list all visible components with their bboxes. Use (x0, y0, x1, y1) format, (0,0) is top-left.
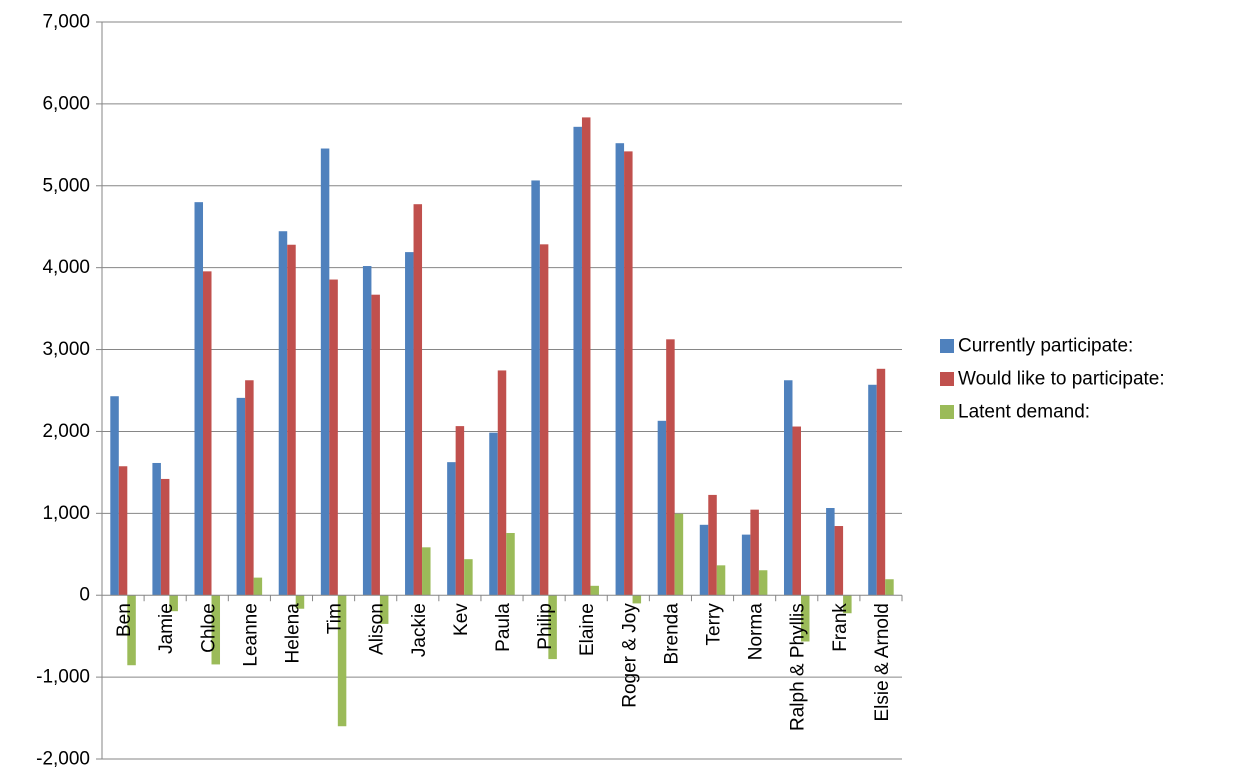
legend-label: Would like to participate: (958, 369, 1165, 390)
bar (632, 595, 642, 604)
bar (110, 396, 119, 596)
x-tick-label: Brenda (661, 603, 682, 665)
bar (548, 595, 557, 660)
bar (447, 462, 456, 596)
bar (160, 478, 170, 596)
x-tick-label: Philip (535, 603, 556, 649)
bar (169, 595, 178, 612)
bar (455, 426, 465, 596)
y-tick-label: -2,000 (36, 749, 90, 770)
bar (741, 534, 751, 596)
bar (362, 266, 372, 596)
x-tick-label: Terry (704, 603, 725, 646)
x-tick-label: Elsie & Arnold (872, 603, 893, 721)
x-tick-label: Alison (367, 603, 388, 655)
y-tick-label: -1,000 (36, 667, 90, 688)
bar (885, 579, 894, 596)
bar (295, 595, 305, 609)
bar (506, 532, 515, 596)
bar (337, 595, 347, 727)
y-tick-label: 2,000 (42, 421, 90, 442)
bar (152, 462, 161, 596)
legend-swatch (940, 372, 954, 386)
bar (758, 570, 768, 596)
bar (876, 368, 886, 596)
x-tick-label: Norma (746, 603, 767, 660)
y-tick-label: 4,000 (42, 257, 90, 278)
bar (405, 252, 414, 596)
legend-label: Latent demand: (958, 402, 1090, 423)
tick-labels: 7,000 6,000 5,000 4,000 3,000 2,000 1,000 0 -1,0… (36, 12, 893, 770)
bar (657, 420, 667, 596)
bar (497, 370, 507, 596)
legend-swatch (940, 405, 954, 419)
x-tick-label: Jackie (409, 603, 430, 657)
axes (96, 21, 903, 760)
bar (127, 595, 136, 666)
bar (666, 339, 675, 596)
bar (194, 202, 204, 596)
bar (792, 426, 801, 596)
x-tick-label: Ralph & Phyllis (788, 603, 809, 731)
x-tick-label: Jamie (156, 603, 177, 654)
y-tick-label: 3,000 (42, 339, 90, 360)
x-tick-label: Elaine (577, 603, 598, 656)
x-tick-label: Ben (114, 603, 135, 637)
bar (371, 294, 380, 596)
bar (422, 547, 431, 596)
bar (590, 585, 599, 596)
x-tick-label: Kev (451, 603, 472, 636)
x-tick-label: Roger & Joy (619, 603, 640, 708)
x-tick-label: Tim (325, 603, 346, 634)
bar (287, 244, 296, 596)
bar (489, 432, 498, 596)
bar (573, 126, 582, 596)
bar (236, 397, 246, 596)
bar (581, 117, 591, 596)
x-tick-label: Leanne (240, 603, 261, 666)
bar (716, 565, 726, 596)
bar (843, 595, 852, 614)
x-tick-label: Frank (830, 603, 851, 652)
x-tick-label: Helena (282, 603, 303, 664)
bar (708, 494, 717, 596)
bar (464, 559, 473, 596)
bar (674, 513, 684, 596)
bar (800, 595, 810, 642)
bar (253, 577, 263, 596)
bar (783, 380, 793, 596)
legend-label: Currently participate: (958, 336, 1133, 357)
bar (320, 148, 330, 596)
bar (245, 380, 254, 596)
x-tick-label: Paula (493, 603, 514, 652)
bar (531, 180, 540, 596)
x-tick-label: Chloe (198, 603, 219, 653)
y-tick-label: 0 (79, 585, 90, 606)
bar (539, 244, 549, 596)
bar (413, 204, 423, 596)
bar (750, 509, 759, 596)
bar (118, 466, 128, 596)
bars (110, 117, 894, 727)
y-tick-label: 7,000 (42, 12, 90, 33)
legend: Currently participate: Would like to part… (940, 336, 1165, 423)
bar (379, 595, 389, 624)
bar (699, 524, 709, 596)
bar (615, 143, 625, 596)
bar (278, 231, 288, 596)
y-tick-label: 6,000 (42, 93, 90, 114)
bar (868, 384, 877, 596)
y-tick-label: 5,000 (42, 175, 90, 196)
bar (624, 151, 633, 596)
bar (211, 595, 221, 665)
bar (203, 271, 212, 596)
bar (834, 526, 844, 596)
bar (329, 279, 338, 596)
y-tick-label: 1,000 (42, 503, 90, 524)
bar (826, 508, 835, 596)
legend-swatch (940, 339, 954, 353)
